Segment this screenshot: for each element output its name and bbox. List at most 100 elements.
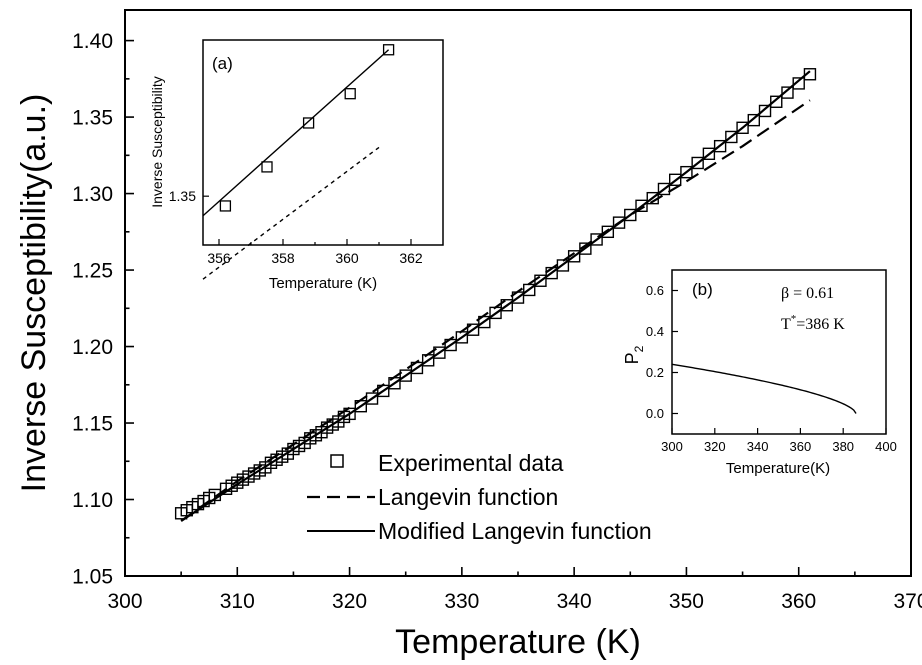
data-point <box>624 208 637 222</box>
inset-b-panel-label: (b) <box>692 280 713 299</box>
data-point <box>556 259 570 272</box>
data-point <box>478 315 491 329</box>
y-tick-label: 1.20 <box>72 336 113 359</box>
legend-label-langevin: Langevin function <box>378 484 558 510</box>
data-point <box>466 323 480 336</box>
x-tick-label: 356 <box>207 250 231 266</box>
x-tick-label: 380 <box>832 439 854 454</box>
data-point <box>354 400 367 413</box>
inset-b-y-axis-label: P2 <box>622 345 646 364</box>
y-tick-label: 0.4 <box>646 324 664 339</box>
x-tick-label: 340 <box>747 439 769 454</box>
x-tick-label: 360 <box>790 439 812 454</box>
inset-b-beta-annotation: β = 0.61 <box>781 285 834 302</box>
data-point <box>680 165 693 179</box>
legend-label-experimental: Experimental data <box>378 450 564 476</box>
data-point <box>590 233 603 246</box>
data-point <box>567 250 581 263</box>
inset-a-y-axis-label: Inverse Susceptibility <box>149 76 165 208</box>
data-point <box>433 346 446 359</box>
data-point <box>579 242 592 255</box>
y-tick-label: 1.15 <box>72 412 113 435</box>
data-point <box>455 331 469 344</box>
order-parameter-curve <box>671 363 857 414</box>
tstar-main: T <box>781 316 791 333</box>
legend-label-modified-langevin: Modified Langevin function <box>378 518 652 544</box>
data-point <box>410 361 424 375</box>
tstar-superscript: * <box>791 313 797 325</box>
data-point <box>545 266 558 280</box>
inset-a-data-points <box>219 44 395 212</box>
tstar-rest: =386 K <box>796 316 845 333</box>
data-point <box>534 274 547 287</box>
inset-a-x-axis-label: Temperature (K) <box>269 275 377 292</box>
data-point <box>691 156 704 170</box>
y-tick-label: 1.30 <box>72 183 113 206</box>
y-tick-label: 1.10 <box>72 489 113 512</box>
inset-b: 300 320 340 360 380 400 0.0 0.2 0.4 0.6 (b) β = 0… <box>622 269 897 477</box>
y-tick-label: 1.35 <box>72 106 113 129</box>
inset-a-frame <box>202 39 444 246</box>
p-subscript: 2 <box>632 345 646 352</box>
data-point <box>770 95 783 108</box>
data-point <box>399 369 412 382</box>
inset-a-panel-label: (a) <box>212 54 233 73</box>
x-tick-label: 400 <box>875 439 897 454</box>
main-axis-ticks: 300 310 320 330 340 350 360 370 1.05 1.10 1.15 1.20… <box>72 30 922 613</box>
x-tick-label: 358 <box>271 250 295 266</box>
x-tick-label: 340 <box>557 590 592 613</box>
series-line-langevin <box>180 99 811 522</box>
y-tick-label: 0.2 <box>646 365 664 380</box>
main-y-axis-label: Inverse Susceptibility(a.u.) <box>15 94 53 493</box>
x-tick-label: 360 <box>335 250 359 266</box>
inset-b-axis-ticks: 300 320 340 360 380 400 0.0 0.2 0.4 0.6 <box>646 283 897 454</box>
data-point <box>444 338 457 352</box>
data-point <box>758 104 772 118</box>
inset-b-series-lines <box>671 363 857 414</box>
data-point <box>523 283 536 297</box>
data-point <box>803 68 817 81</box>
y-tick-label: 1.05 <box>72 565 113 588</box>
inset-b-x-axis-label: Temperature(K) <box>726 460 830 477</box>
data-point <box>736 121 749 134</box>
data-point <box>343 407 356 421</box>
x-tick-label: 320 <box>704 439 726 454</box>
x-tick-label: 362 <box>399 250 423 266</box>
data-point <box>302 117 315 129</box>
data-point <box>781 86 794 99</box>
y-tick-label: 0.0 <box>646 406 664 421</box>
data-point <box>421 354 435 367</box>
data-point <box>344 88 356 100</box>
legend-marker-experimental <box>330 454 344 468</box>
inset-b-frame <box>671 269 887 435</box>
data-point <box>657 182 671 196</box>
data-point <box>388 377 401 390</box>
legend: Experimental data Langevin function Modi… <box>307 450 652 544</box>
data-point <box>219 200 232 212</box>
y-tick-label: 1.40 <box>72 30 113 53</box>
data-point <box>601 225 615 239</box>
data-point <box>365 392 379 405</box>
data-point <box>713 139 727 153</box>
inset-a-series-lines <box>202 49 390 280</box>
data-point <box>500 299 513 312</box>
x-tick-label: 360 <box>781 590 816 613</box>
main-x-axis-label: Temperature (K) <box>395 623 641 661</box>
x-tick-label: 330 <box>444 590 479 613</box>
y-tick-label: 1.35 <box>169 188 196 204</box>
data-point <box>511 291 525 304</box>
x-tick-label: 370 <box>893 590 922 613</box>
data-point <box>382 44 395 56</box>
x-tick-label: 300 <box>661 439 683 454</box>
y-tick-label: 1.25 <box>72 259 113 282</box>
data-point <box>612 216 626 229</box>
data-point <box>377 384 390 398</box>
inset-a: 356 358 360 362 1.35 (a) Temperature (K) Inv… <box>149 39 444 292</box>
x-tick-label: 350 <box>669 590 704 613</box>
inset-a-axis-ticks: 356 358 360 362 1.35 <box>169 188 423 266</box>
data-point <box>261 161 273 173</box>
data-point <box>669 173 682 187</box>
data-point <box>489 306 502 320</box>
inset-b-tstar-annotation: T*=386 K <box>781 313 845 333</box>
